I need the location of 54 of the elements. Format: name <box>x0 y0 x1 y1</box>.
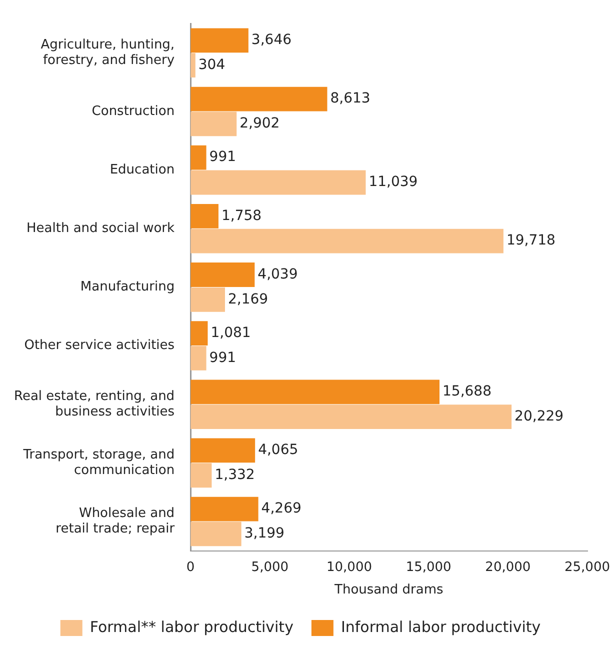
data-label: 8,613 <box>330 90 370 107</box>
data-label: 4,269 <box>261 500 302 517</box>
bar <box>190 262 255 287</box>
bar <box>190 228 504 254</box>
bar <box>190 522 242 546</box>
x-tick-label: 0 <box>186 560 195 575</box>
y-tick-label: Transport, storage, and communication <box>22 448 175 478</box>
y-tick-label: Education <box>110 162 175 178</box>
x-tick-label: 10,000 <box>326 560 372 575</box>
data-label: 991 <box>209 149 236 166</box>
y-tick-label: Manufacturing <box>80 280 175 295</box>
data-label: 1,081 <box>210 324 251 341</box>
bar <box>190 28 248 53</box>
bar <box>190 112 237 136</box>
legend-label: Formal** labor productivity <box>90 618 294 636</box>
data-label: 3,646 <box>251 32 292 48</box>
data-label: 19,718 <box>506 232 556 249</box>
x-axis-title: Thousand drams <box>334 582 444 598</box>
x-tick-label: 15,000 <box>406 560 452 575</box>
x-tick-label: 25,000 <box>564 560 610 575</box>
data-label: 4,039 <box>258 266 298 282</box>
legend-label: Informal labor productivity <box>340 618 541 636</box>
bar <box>190 204 218 228</box>
bar <box>190 170 366 195</box>
data-label: 2,169 <box>228 291 268 308</box>
data-label: 20,229 <box>514 408 564 424</box>
y-tick-label: Other service activities <box>24 338 175 354</box>
data-label: 304 <box>198 56 226 73</box>
data-label: 11,039 <box>368 174 418 190</box>
bar <box>190 438 256 463</box>
y-tick-label: Health and social work <box>26 220 176 236</box>
x-tick-label: 20,000 <box>485 560 531 575</box>
data-label: 3,199 <box>244 526 284 542</box>
bar <box>190 496 258 522</box>
data-label: 4,065 <box>258 442 298 458</box>
data-label: 991 <box>209 350 236 366</box>
data-label: 1,332 <box>214 467 255 484</box>
bar <box>190 404 512 429</box>
bar <box>190 321 208 346</box>
bar <box>190 287 225 312</box>
y-tick-label: Agriculture, hunting, forestry, and fishery <box>40 37 175 68</box>
y-tick-label: Real estate, renting, and business activities <box>14 388 175 420</box>
data-label: 15,688 <box>442 384 492 400</box>
bar <box>190 145 206 170</box>
x-tick-label: 5,000 <box>251 560 289 575</box>
bar <box>190 463 212 488</box>
bar <box>190 53 196 78</box>
bar <box>190 380 440 404</box>
bar <box>190 346 206 370</box>
data-label: 2,902 <box>240 116 280 132</box>
y-tick-label: Wholesale and retail trade; repair <box>56 506 176 537</box>
data-label: 1,758 <box>221 208 262 224</box>
bar <box>190 86 328 112</box>
y-tick-label: Construction <box>92 104 175 119</box>
